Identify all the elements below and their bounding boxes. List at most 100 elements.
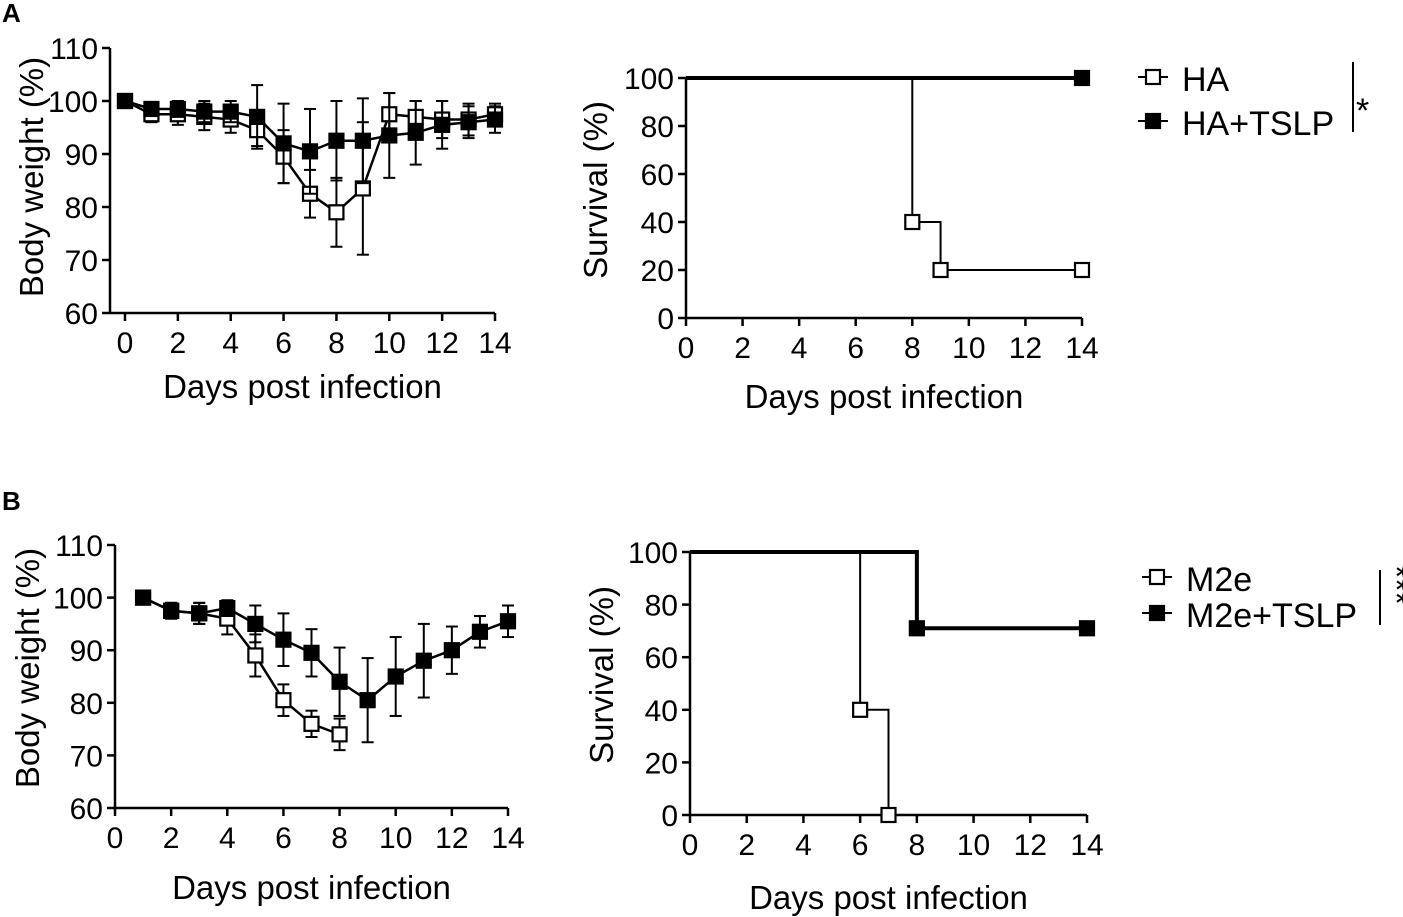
data-point	[275, 135, 292, 152]
x-tick-label: 4	[791, 332, 808, 365]
data-point	[247, 615, 264, 633]
data-point	[932, 261, 949, 279]
chart-a-survival: 0 20 40 60 80 100 0 2 4 6 8 10 12 14 Days post infecti…	[577, 61, 1369, 415]
x-tick-label: 6	[275, 327, 292, 360]
x-tick-label: 4	[222, 327, 239, 360]
data-point	[908, 620, 925, 637]
data-point	[328, 132, 345, 149]
y-tick-label: 60	[641, 159, 674, 192]
x-tick-label: 14	[491, 822, 524, 855]
x-axis-title: Days post infection	[172, 869, 451, 906]
x-tick-label: 10	[379, 822, 412, 855]
chart-b-survival: 0 20 40 60 80 100 0 2 4 6 8 10 12 14 Days post infecti…	[583, 537, 1403, 916]
x-tick-label: 8	[331, 822, 348, 855]
data-point	[407, 124, 424, 141]
y-tick-label: 60	[65, 298, 98, 331]
data-point	[499, 613, 517, 630]
significance-marker: *	[1356, 92, 1369, 130]
data-point	[219, 600, 236, 617]
chart-a-body-weight: 60 70 80 90 100 110 0 2 4 6 8 10 12 14 Days post infec…	[13, 33, 512, 405]
y-axis-title: Body weight (%)	[13, 57, 50, 297]
data-point	[387, 668, 404, 685]
x-tick-label: 2	[163, 822, 180, 855]
data-point	[328, 204, 345, 221]
data-point	[460, 114, 477, 131]
series-ha	[686, 77, 1091, 279]
y-tick-label: 100	[628, 537, 678, 570]
data-point	[880, 806, 897, 824]
x-tick-label: 14	[1065, 332, 1098, 365]
x-tick-label: 10	[373, 327, 406, 360]
y-tick-label: 90	[65, 139, 98, 172]
x-tick-label: 4	[219, 822, 236, 855]
data-point	[301, 143, 319, 160]
legend-label: HA	[1182, 61, 1230, 99]
survival-step-line	[690, 551, 890, 815]
data-point	[359, 692, 376, 709]
x-tick-label: 2	[738, 829, 755, 862]
data-point	[275, 631, 292, 648]
x-tick-label: 2	[170, 327, 187, 360]
panel-label-a: A	[2, 0, 21, 28]
data-point	[191, 605, 208, 622]
x-tick-label: 6	[275, 822, 292, 855]
y-tick-label: 60	[70, 793, 103, 826]
legend-marker	[1144, 68, 1162, 86]
y-tick-label: 40	[645, 695, 678, 728]
y-tick-label: 80	[645, 590, 678, 623]
survival-step-line	[686, 77, 1082, 271]
data-point	[303, 715, 320, 732]
x-tick-label: 8	[328, 327, 345, 360]
y-axis-title: Survival (%)	[583, 586, 620, 764]
x-tick-label: 12	[425, 327, 458, 360]
x-tick-label: 12	[1009, 332, 1042, 365]
legend-marker	[1148, 568, 1166, 586]
series-ha-tslp	[686, 69, 1091, 87]
y-tick-label: 100	[48, 86, 98, 119]
series-m2e	[690, 551, 897, 824]
data-point	[222, 103, 239, 120]
legend-marker	[1148, 604, 1166, 622]
x-tick-label: 0	[107, 822, 124, 855]
x-axis-title: Days post infection	[745, 378, 1024, 415]
legend-label: M2e+TSLP	[1186, 597, 1357, 635]
y-tick-label: 90	[70, 635, 103, 668]
data-point	[331, 726, 348, 743]
y-tick-label: 80	[641, 111, 674, 144]
y-tick-label: 100	[624, 63, 674, 96]
y-tick-label: 70	[65, 245, 98, 278]
data-point	[486, 111, 504, 128]
x-tick-label: 10	[952, 332, 985, 365]
y-tick-label: 20	[645, 747, 678, 780]
y-tick-label: 80	[70, 688, 103, 721]
y-tick-label: 40	[641, 207, 674, 240]
x-tick-label: 6	[847, 332, 864, 365]
y-tick-label: 100	[53, 583, 103, 616]
x-tick-label: 8	[904, 332, 921, 365]
y-tick-label: 110	[55, 530, 103, 563]
data-point	[434, 116, 451, 133]
x-tick-label: 0	[682, 829, 699, 862]
data-point	[415, 652, 432, 669]
series-ha-tslp	[116, 84, 504, 195]
data-point	[116, 92, 134, 110]
data-point	[275, 692, 292, 709]
data-point	[1073, 261, 1091, 279]
x-tick-label: 0	[117, 327, 134, 360]
data-point	[169, 100, 186, 118]
y-tick-label: 60	[645, 642, 678, 675]
data-point	[196, 103, 213, 120]
data-point	[303, 644, 320, 661]
y-tick-label: 0	[661, 800, 678, 833]
y-axis-title: Body weight (%)	[9, 548, 46, 788]
y-tick-label: 110	[50, 33, 98, 66]
x-tick-label: 12	[435, 822, 468, 855]
survival-step-line	[690, 550, 1087, 631]
x-tick-label: 4	[795, 829, 812, 862]
legend-label: M2e	[1186, 561, 1252, 599]
legend-label: HA+TSLP	[1182, 105, 1334, 143]
data-point	[247, 647, 264, 664]
data-point	[134, 589, 152, 606]
x-tick-label: 8	[909, 829, 926, 862]
data-point	[471, 623, 489, 640]
